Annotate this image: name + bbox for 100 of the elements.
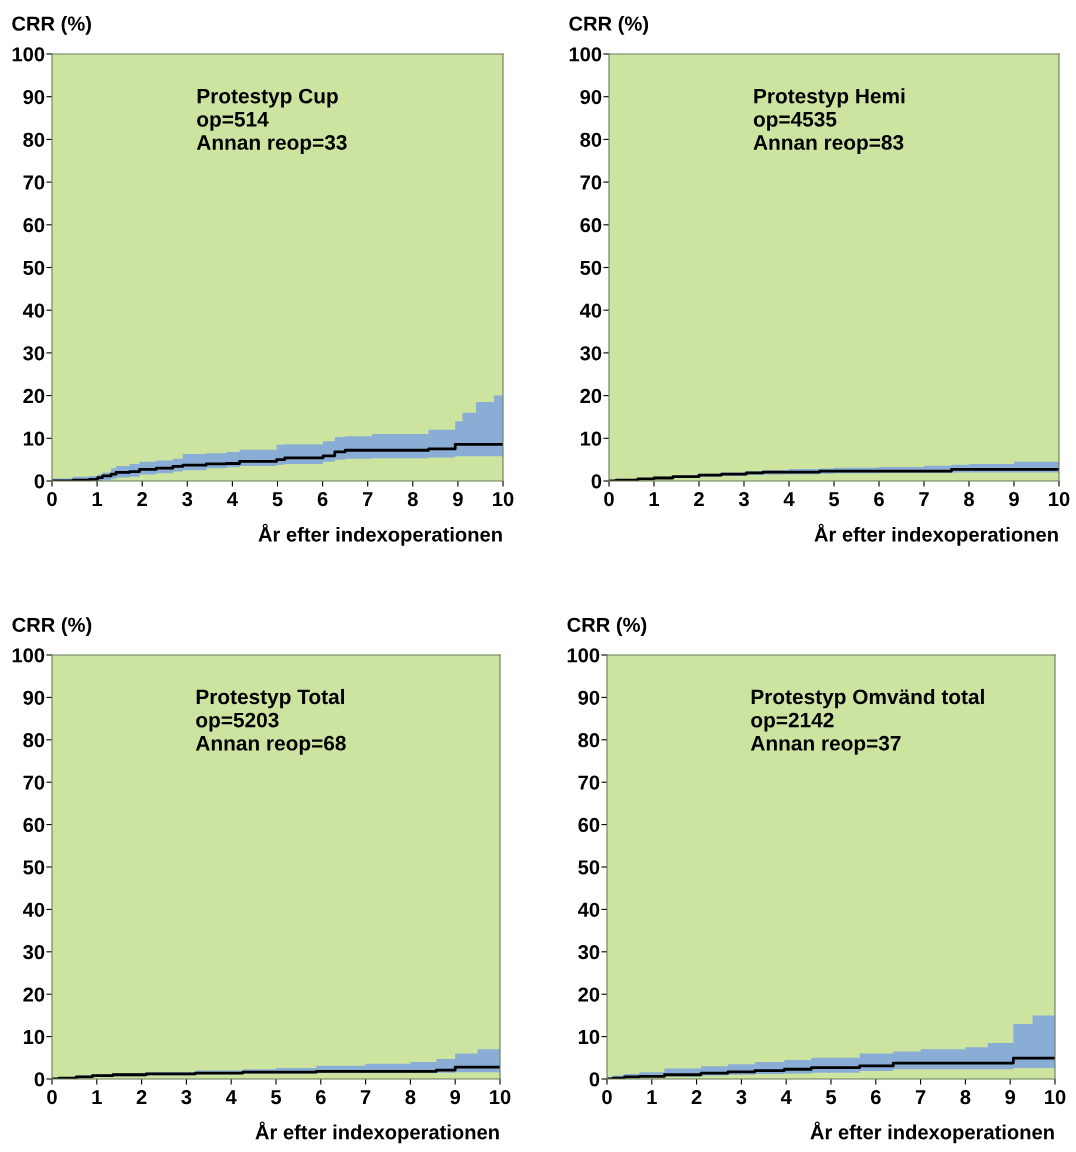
- y-tick-label: 100: [567, 648, 600, 663]
- y-tick-label: 0: [34, 1072, 45, 1087]
- y-tick-label: 50: [23, 260, 45, 275]
- y-tick-label: 50: [580, 260, 602, 275]
- x-tick-label: 1: [92, 492, 103, 507]
- x-tick-label: 0: [602, 1089, 612, 1105]
- x-tick-label: 7: [360, 1090, 371, 1105]
- x-tick-label: 2: [694, 491, 704, 507]
- x-tick-label: 10: [493, 491, 514, 507]
- y-tick-label: 20: [23, 987, 45, 1002]
- x-tick-label: 4: [225, 1090, 237, 1105]
- y-tick-label: 60: [578, 817, 600, 833]
- y-tick-label: 20: [578, 987, 600, 1002]
- y-tick-label: 30: [23, 945, 45, 960]
- x-tick-label: 7: [362, 492, 373, 507]
- y-tick-label: 90: [580, 89, 602, 105]
- annotation: Protestyp Total op=5203 Annan reop=68: [195, 688, 346, 755]
- x-tick-label: 6: [870, 1089, 881, 1105]
- x-tick-label: 3: [181, 1089, 192, 1105]
- y-tick-label: 70: [580, 175, 602, 190]
- x-tick-label: 9: [450, 1089, 461, 1105]
- x-tick-label: 0: [604, 491, 614, 507]
- y-axis-title: CRR (%): [12, 617, 92, 636]
- y-tick-label: 70: [23, 175, 45, 190]
- x-tick-label: 4: [227, 492, 238, 507]
- x-tick-label: 9: [453, 491, 463, 507]
- y-tick-label: 100: [12, 648, 45, 663]
- x-axis-title: År efter indexoperationen: [258, 523, 502, 546]
- x-tick-label: 3: [736, 1089, 747, 1105]
- x-tick-label: 6: [874, 491, 884, 507]
- x-tick-label: 0: [47, 491, 57, 507]
- x-axis-title: År efter indexoperationen: [255, 1121, 499, 1144]
- y-tick-label: 90: [23, 690, 45, 705]
- x-tick-label: 0: [47, 1089, 57, 1105]
- y-tick-label: 80: [23, 132, 45, 147]
- x-tick-label: 8: [960, 1089, 971, 1105]
- x-tick-label: 7: [919, 492, 929, 507]
- y-tick-label: 60: [23, 817, 45, 833]
- annotation: Protestyp Hemi op=4535 Annan reop=83: [753, 88, 905, 154]
- x-tick-label: 6: [317, 491, 328, 507]
- y-tick-label: 10: [580, 431, 602, 446]
- x-tick-label: 5: [272, 492, 283, 507]
- y-tick-label: 70: [23, 775, 45, 790]
- y-tick-label: 80: [580, 132, 602, 147]
- x-tick-label: 9: [1009, 491, 1019, 507]
- y-tick-label: 40: [579, 303, 602, 318]
- x-tick-label: 2: [136, 1089, 147, 1105]
- y-tick-label: 80: [578, 733, 600, 748]
- y-tick-label: 50: [578, 860, 600, 875]
- y-tick-label: 100: [569, 47, 602, 62]
- x-tick-label: 9: [1005, 1089, 1016, 1105]
- y-tick-label: 0: [589, 1072, 600, 1087]
- x-tick-label: 3: [182, 491, 193, 507]
- y-tick-label: 30: [580, 346, 602, 361]
- x-tick-label: 1: [647, 1090, 657, 1105]
- y-tick-label: 50: [23, 860, 45, 875]
- y-tick-label: 10: [23, 1029, 45, 1045]
- x-axis-title: År efter indexoperationen: [810, 1121, 1054, 1144]
- x-tick-label: 6: [315, 1089, 326, 1105]
- y-axis-title: CRR (%): [569, 16, 649, 35]
- x-tick-label: 8: [407, 491, 418, 507]
- y-tick-label: 10: [23, 431, 45, 446]
- y-axis-title: CRR (%): [12, 16, 91, 35]
- y-tick-label: 90: [578, 690, 600, 705]
- x-tick-label: 4: [780, 1090, 792, 1105]
- x-tick-label: 8: [964, 491, 974, 507]
- x-tick-label: 10: [1049, 491, 1070, 507]
- y-tick-label: 30: [23, 346, 45, 361]
- x-axis-title: År efter indexoperationen: [814, 523, 1058, 546]
- y-tick-label: 70: [578, 775, 600, 790]
- y-tick-label: 60: [23, 218, 45, 233]
- y-tick-label: 0: [591, 474, 602, 489]
- x-tick-label: 1: [92, 1090, 102, 1105]
- y-tick-label: 80: [23, 733, 45, 748]
- y-tick-label: 0: [34, 474, 45, 489]
- y-axis-title: CRR (%): [567, 617, 647, 636]
- x-tick-label: 5: [829, 492, 840, 507]
- x-tick-label: 2: [137, 491, 147, 507]
- x-tick-label: 3: [738, 491, 749, 507]
- x-tick-label: 10: [1045, 1089, 1066, 1105]
- annotation: Protestyp Omvänd total op=2142 Annan reop=37: [750, 688, 984, 755]
- x-tick-label: 10: [490, 1089, 511, 1105]
- x-tick-label: 7: [915, 1090, 926, 1105]
- y-tick-label: 30: [578, 945, 600, 960]
- x-tick-label: 5: [271, 1090, 282, 1105]
- x-tick-label: 2: [691, 1089, 702, 1105]
- x-tick-label: 4: [783, 492, 795, 507]
- x-tick-label: 1: [649, 492, 660, 507]
- y-tick-label: 100: [12, 47, 45, 62]
- x-tick-label: 5: [826, 1090, 837, 1105]
- y-tick-label: 40: [22, 303, 45, 318]
- y-tick-label: 40: [577, 902, 600, 917]
- y-tick-label: 60: [580, 218, 602, 233]
- y-tick-label: 20: [580, 388, 602, 404]
- annotation: Protestyp Cup op=514 Annan reop=33: [196, 88, 347, 154]
- y-tick-label: 90: [23, 89, 45, 105]
- y-tick-label: 10: [578, 1029, 600, 1045]
- x-tick-label: 8: [405, 1089, 416, 1105]
- y-tick-label: 40: [22, 902, 45, 917]
- y-tick-label: 20: [23, 388, 45, 404]
